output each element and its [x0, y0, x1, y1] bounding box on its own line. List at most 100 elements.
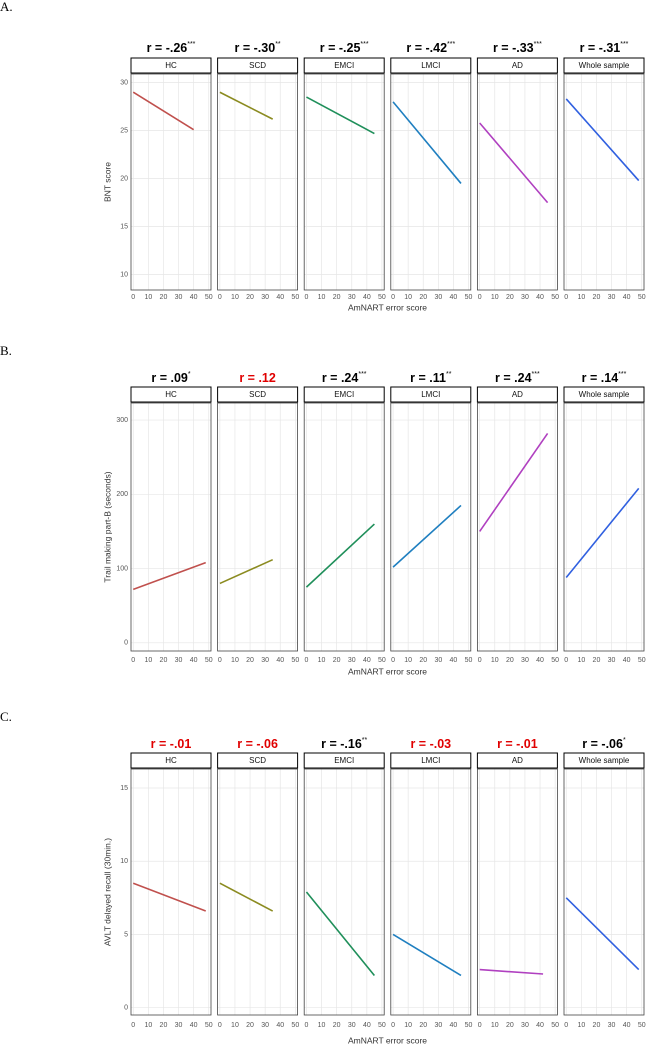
r-value: r = .12 — [239, 371, 276, 385]
correlation-label: r = -.06 — [237, 737, 278, 751]
significance: *** — [618, 371, 626, 378]
x-tick-label: 20 — [333, 1022, 341, 1029]
correlation-label: r = -.06* — [582, 737, 626, 751]
x-tick-label: 10 — [577, 294, 585, 301]
x-tick-label: 30 — [348, 657, 356, 664]
y-axis-label: BNT score — [102, 162, 112, 202]
x-tick-label: 50 — [551, 294, 559, 301]
facet-name: SCD — [249, 61, 266, 70]
x-tick-label: 30 — [261, 294, 269, 301]
x-tick-label: 30 — [521, 1022, 529, 1029]
x-tick-label: 30 — [261, 657, 269, 664]
x-tick-label: 20 — [593, 294, 601, 301]
facet-strip — [476, 752, 558, 769]
r-value: r = -.16 — [321, 737, 362, 751]
x-tick-label: 0 — [305, 294, 309, 301]
facet-strip — [563, 752, 645, 769]
correlation-label: r = -.33*** — [493, 41, 542, 55]
facet-panel — [476, 768, 558, 1016]
correlation-label: r = -.30** — [235, 41, 281, 55]
x-axis-label: AmNART error score — [348, 1035, 427, 1045]
x-tick-label: 0 — [478, 657, 482, 664]
x-tick-label: 40 — [536, 294, 544, 301]
facet-name: Whole sample — [579, 61, 630, 70]
y-tick-label: 20 — [120, 175, 128, 182]
x-tick-label: 50 — [378, 1022, 386, 1029]
x-tick-label: 10 — [144, 1022, 152, 1029]
facet-strip — [303, 386, 385, 403]
y-axis-label: Trail making part-B (seconds) — [102, 471, 112, 582]
x-tick-label: 0 — [218, 294, 222, 301]
r-value: r = .24 — [322, 371, 359, 385]
x-tick-label: 10 — [144, 657, 152, 664]
x-tick-label: 20 — [593, 657, 601, 664]
facet-strip — [130, 57, 212, 74]
x-tick-label: 0 — [218, 657, 222, 664]
x-tick-label: 0 — [131, 294, 135, 301]
x-tick-label: 40 — [190, 657, 198, 664]
significance: *** — [358, 371, 366, 378]
y-tick-label: 15 — [120, 785, 128, 792]
x-tick-label: 0 — [131, 657, 135, 664]
panel-label: A. — [0, 0, 13, 14]
x-tick-label: 0 — [564, 1022, 568, 1029]
r-value: r = .24 — [495, 371, 532, 385]
x-tick-label: 10 — [404, 657, 412, 664]
correlation-label: r = -.01 — [497, 737, 538, 751]
x-tick-label: 10 — [404, 1022, 412, 1029]
x-tick-label: 10 — [491, 1022, 499, 1029]
r-value: r = -.31 — [580, 41, 621, 55]
x-tick-label: 20 — [506, 1022, 514, 1029]
x-tick-label: 10 — [577, 657, 585, 664]
x-tick-label: 40 — [276, 1022, 284, 1029]
facet-panel — [130, 73, 212, 291]
correlation-label: r = -.31*** — [580, 41, 629, 55]
r-value: r = .09 — [151, 371, 188, 385]
x-tick-label: 20 — [593, 1022, 601, 1029]
facet-name: EMCI — [334, 756, 354, 765]
x-tick-label: 30 — [348, 294, 356, 301]
facet-name: LMCI — [421, 390, 440, 399]
x-tick-label: 40 — [536, 1022, 544, 1029]
correlation-label: r = -.25*** — [320, 41, 369, 55]
facet-panel — [563, 73, 645, 291]
x-tick-label: 50 — [465, 1022, 473, 1029]
x-tick-label: 30 — [175, 294, 183, 301]
x-tick-label: 40 — [623, 1022, 631, 1029]
correlation-label: r = -.01 — [151, 737, 192, 751]
correlation-label: r = .09* — [151, 371, 191, 385]
r-value: r = -.30 — [235, 41, 276, 55]
x-tick-label: 10 — [231, 1022, 239, 1029]
x-tick-label: 40 — [450, 294, 458, 301]
x-tick-label: 0 — [564, 657, 568, 664]
facet-strip — [476, 386, 558, 403]
regression-line — [392, 101, 462, 184]
x-tick-label: 0 — [478, 1022, 482, 1029]
r-value: r = -.01 — [497, 737, 538, 751]
x-tick-label: 40 — [450, 657, 458, 664]
x-tick-label: 30 — [175, 657, 183, 664]
facet-panel — [303, 402, 385, 652]
correlation-label: r = -.26*** — [147, 41, 196, 55]
correlation-label: r = .12 — [239, 371, 276, 385]
x-tick-label: 40 — [623, 294, 631, 301]
regression-line — [479, 432, 549, 532]
facet-strip — [390, 57, 472, 74]
r-value: r = -.25 — [320, 41, 361, 55]
facet-name: LMCI — [421, 61, 440, 70]
facet-name: AD — [512, 756, 523, 765]
x-tick-label: 50 — [205, 1022, 213, 1029]
x-tick-label: 40 — [450, 1022, 458, 1029]
y-tick-label: 30 — [120, 79, 128, 86]
x-tick-label: 40 — [276, 657, 284, 664]
x-axis-label: AmNART error score — [348, 302, 427, 312]
facet-name: AD — [512, 61, 523, 70]
x-axis-label: AmNART error score — [348, 666, 427, 676]
regression-line — [565, 487, 640, 578]
facet-panel — [130, 768, 212, 1016]
significance: * — [623, 737, 626, 744]
regression-line — [305, 891, 376, 976]
x-tick-label: 10 — [491, 657, 499, 664]
r-value: r = -.01 — [151, 737, 192, 751]
facet-strip — [303, 57, 385, 74]
